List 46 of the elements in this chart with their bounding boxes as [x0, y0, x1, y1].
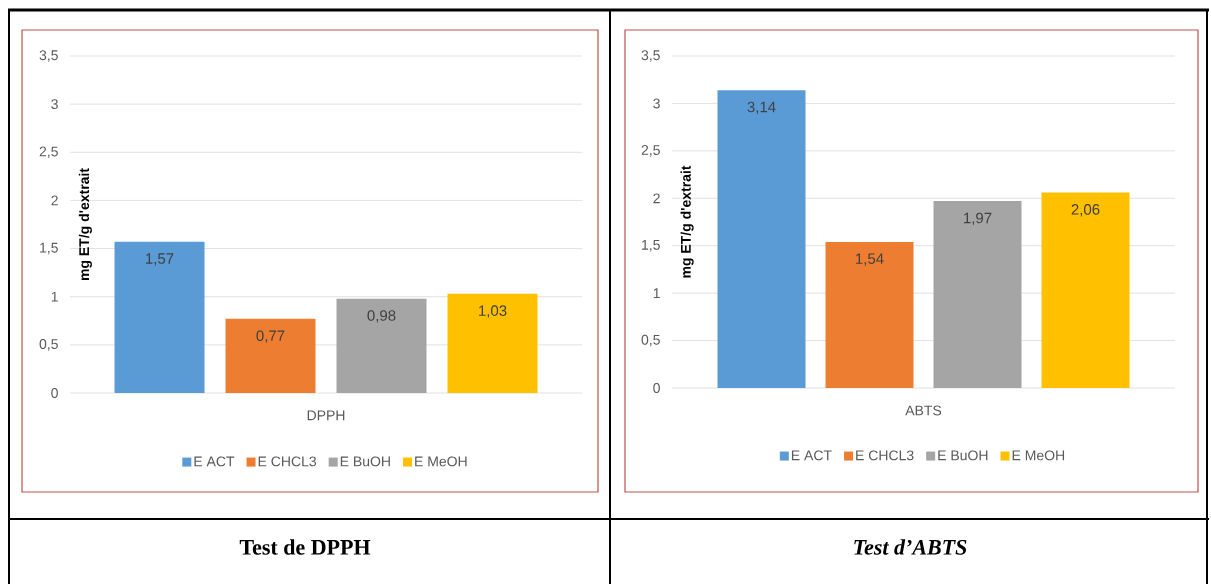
- y-tick-label: 1: [51, 291, 58, 302]
- bar: [114, 241, 205, 393]
- data-label: 1,54: [856, 253, 884, 266]
- y-tick-label: 3: [51, 99, 58, 110]
- y-tick-label: 2: [653, 193, 660, 204]
- bar: [933, 201, 1022, 388]
- legend-label: E CHCL3: [856, 450, 914, 461]
- data-label: 0,98: [367, 310, 396, 323]
- y-tick-label: 3: [653, 98, 660, 109]
- y-tick-label: 0: [653, 383, 660, 393]
- data-label: 2,06: [1071, 204, 1100, 217]
- y-tick-label: 3,5: [39, 50, 58, 62]
- y-tick-label: 3,5: [641, 50, 660, 62]
- legend-label: E BuOH: [938, 450, 988, 461]
- bar: [1041, 192, 1130, 388]
- y-axis-title: mg ET/g d'extrait: [680, 165, 694, 278]
- y-tick-label: 0: [51, 388, 58, 398]
- data-label: 3,14: [747, 101, 776, 115]
- y-tick-label: 2,5: [39, 146, 58, 159]
- bar: [336, 298, 427, 393]
- y-tick-label: 2: [51, 195, 58, 206]
- legend-label: E MeOH: [415, 456, 467, 467]
- text: Test de DPPH: [239, 539, 371, 555]
- x-tick-label: ABTS: [905, 405, 942, 416]
- y-tick-label: 1: [653, 288, 660, 298]
- bar: [225, 318, 316, 393]
- y-tick-label: 2,5: [641, 145, 660, 157]
- data-label: 0,77: [256, 330, 285, 343]
- y-axis-title: mg ET/g d'extrait: [78, 168, 92, 281]
- x-tick-label: DPPH: [307, 410, 345, 421]
- y-tick-label: 1,5: [642, 240, 660, 252]
- data-label: 1,97: [964, 212, 992, 226]
- y-tick-label: 0,5: [641, 334, 660, 347]
- y-tick-label: 1,5: [40, 242, 58, 255]
- data-label: 1,57: [146, 253, 174, 266]
- legend-label: E BuOH: [340, 456, 390, 467]
- y-tick-label: 0,5: [39, 339, 58, 351]
- text: Test d’ABTS: [854, 539, 967, 555]
- legend-label: E ACT: [194, 456, 235, 467]
- bar: [447, 293, 538, 393]
- bar: [717, 90, 806, 388]
- legend-label: E MeOH: [1012, 450, 1065, 461]
- bar: [825, 241, 914, 388]
- legend-label: E CHCL3: [258, 456, 317, 467]
- legend-label: E ACT: [791, 450, 832, 461]
- data-label: 1,03: [479, 305, 507, 318]
